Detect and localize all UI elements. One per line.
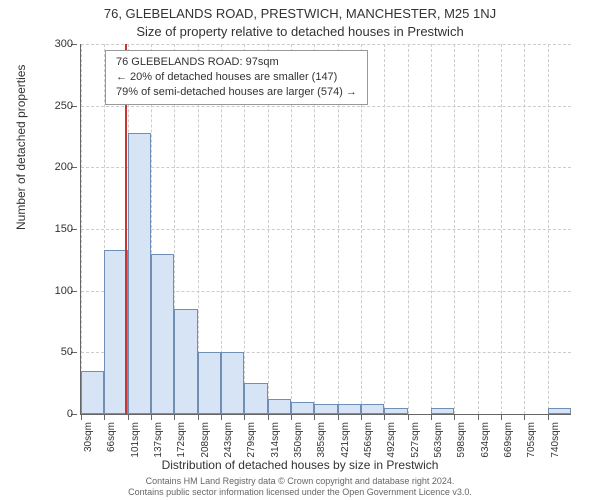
- histogram-bar: [548, 408, 571, 414]
- xtick-label: 243sqm: [223, 422, 234, 462]
- xtick: [198, 414, 199, 420]
- histogram-bar: [81, 371, 104, 414]
- gridline-h: [81, 167, 571, 168]
- gridline-v: [81, 44, 82, 414]
- gridline-v: [478, 44, 479, 414]
- xtick-label: 314sqm: [270, 422, 281, 462]
- histogram-bar: [151, 254, 174, 414]
- histogram-bar: [431, 408, 454, 414]
- info-box: 76 GLEBELANDS ROAD: 97sqm ← 20% of detac…: [105, 50, 368, 105]
- xtick: [431, 414, 432, 420]
- page-title: 76, GLEBELANDS ROAD, PRESTWICH, MANCHEST…: [0, 6, 600, 21]
- xtick-label: 527sqm: [410, 422, 421, 462]
- xtick: [174, 414, 175, 420]
- histogram-bar: [291, 402, 314, 414]
- xtick-label: 66sqm: [106, 422, 117, 462]
- xtick-label: 350sqm: [293, 422, 304, 462]
- xtick-label: 137sqm: [153, 422, 164, 462]
- xtick: [524, 414, 525, 420]
- chart-container: 76, GLEBELANDS ROAD, PRESTWICH, MANCHEST…: [0, 0, 600, 500]
- xtick: [314, 414, 315, 420]
- gridline-v: [454, 44, 455, 414]
- xtick-label: 492sqm: [386, 422, 397, 462]
- gridline-v: [384, 44, 385, 414]
- xtick: [338, 414, 339, 420]
- footer-line-2: Contains public sector information licen…: [0, 487, 600, 498]
- gridline-v: [408, 44, 409, 414]
- ytick-label: 300: [33, 38, 73, 50]
- xtick-label: 634sqm: [480, 422, 491, 462]
- histogram-bar: [104, 250, 127, 414]
- xtick-label: 279sqm: [246, 422, 257, 462]
- gridline-h: [81, 44, 571, 45]
- histogram-bar: [268, 399, 291, 414]
- xtick: [104, 414, 105, 420]
- xtick-label: 456sqm: [363, 422, 374, 462]
- histogram-bar: [128, 133, 151, 414]
- ytick-label: 200: [33, 161, 73, 173]
- footer-line-1: Contains HM Land Registry data © Crown c…: [0, 476, 600, 487]
- page-subtitle: Size of property relative to detached ho…: [0, 24, 600, 39]
- xtick-label: 385sqm: [316, 422, 327, 462]
- ytick-label: 0: [33, 408, 73, 420]
- histogram-bar: [244, 383, 267, 414]
- xtick: [128, 414, 129, 420]
- ytick-label: 250: [33, 100, 73, 112]
- ytick-label: 100: [33, 285, 73, 297]
- info-line-3: 79% of semi-detached houses are larger (…: [116, 85, 357, 100]
- xtick-label: 740sqm: [550, 422, 561, 462]
- xtick: [221, 414, 222, 420]
- xtick: [244, 414, 245, 420]
- histogram-bar: [198, 352, 221, 414]
- xtick-label: 563sqm: [433, 422, 444, 462]
- xtick: [384, 414, 385, 420]
- xtick: [151, 414, 152, 420]
- xtick-label: 705sqm: [526, 422, 537, 462]
- histogram-bar: [384, 408, 407, 414]
- histogram-bar: [314, 404, 337, 414]
- histogram-bar: [338, 404, 361, 414]
- gridline-v: [548, 44, 549, 414]
- xtick-label: 101sqm: [130, 422, 141, 462]
- y-axis-label: Number of detached properties: [14, 65, 28, 230]
- xtick-label: 208sqm: [200, 422, 211, 462]
- gridline-h: [81, 106, 571, 107]
- xtick: [408, 414, 409, 420]
- xtick: [548, 414, 549, 420]
- gridline-v: [501, 44, 502, 414]
- ytick-label: 150: [33, 223, 73, 235]
- x-axis-label: Distribution of detached houses by size …: [0, 458, 600, 472]
- xtick: [268, 414, 269, 420]
- gridline-v: [431, 44, 432, 414]
- footer-attribution: Contains HM Land Registry data © Crown c…: [0, 476, 600, 499]
- xtick-label: 30sqm: [83, 422, 94, 462]
- xtick: [478, 414, 479, 420]
- histogram-bar: [174, 309, 197, 414]
- histogram-bar: [221, 352, 244, 414]
- ytick-label: 50: [33, 346, 73, 358]
- xtick-label: 172sqm: [176, 422, 187, 462]
- info-line-1: 76 GLEBELANDS ROAD: 97sqm: [116, 55, 357, 70]
- xtick: [361, 414, 362, 420]
- info-line-2: ← 20% of detached houses are smaller (14…: [116, 70, 357, 85]
- xtick-label: 421sqm: [340, 422, 351, 462]
- xtick-label: 598sqm: [456, 422, 467, 462]
- xtick-label: 669sqm: [503, 422, 514, 462]
- xtick: [81, 414, 82, 420]
- xtick: [291, 414, 292, 420]
- histogram-bar: [361, 404, 384, 414]
- xtick: [501, 414, 502, 420]
- gridline-h: [81, 229, 571, 230]
- xtick: [454, 414, 455, 420]
- gridline-v: [524, 44, 525, 414]
